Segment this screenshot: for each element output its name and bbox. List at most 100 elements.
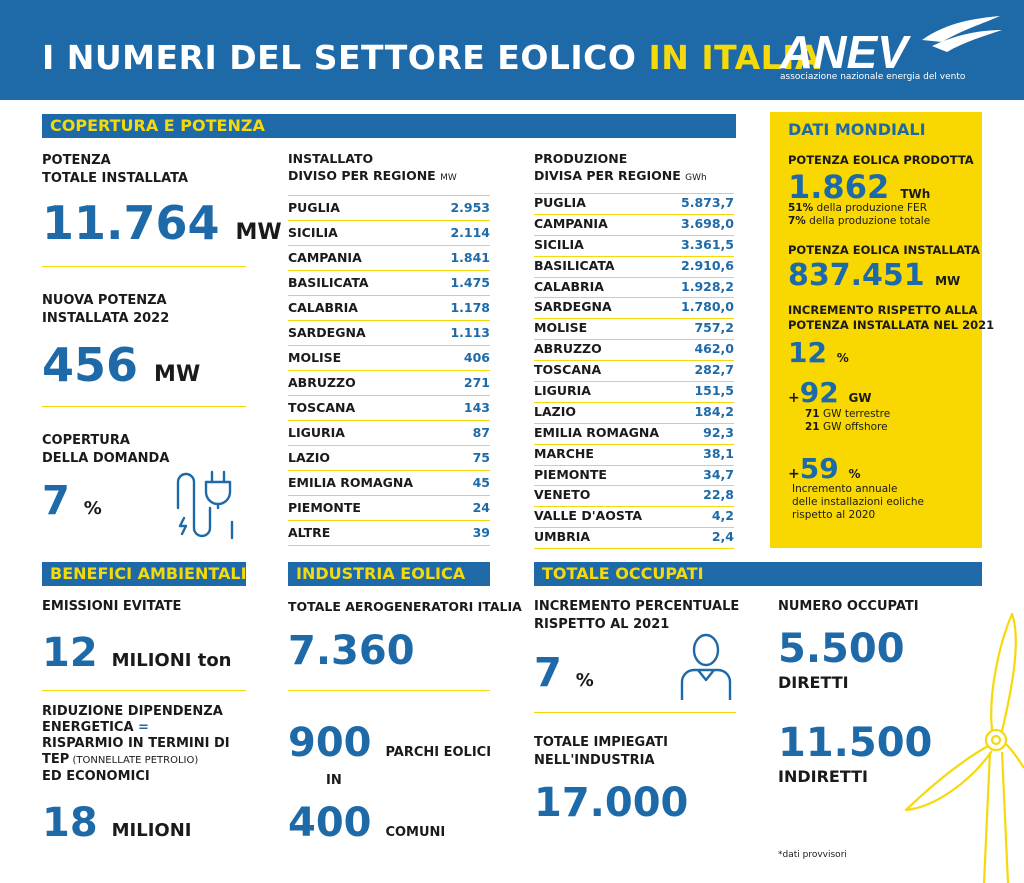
produzione-region: MARCHE [534,445,594,461]
produzione-value: 184,2 [694,403,734,419]
produzione-region: CALABRIA [534,278,604,294]
prodotta-label: POTENZA EOLICA PRODOTTA [788,153,974,167]
divider [534,712,736,713]
parchi-value: 900 PARCHI EOLICI [288,720,492,766]
produzione-region: PUGLIA [534,195,586,210]
indiretti-label: INDIRETTI [778,767,868,786]
gw-value: +92 GW [788,376,872,409]
installato-row: LAZIO 75 [288,446,490,471]
installato-region: MOLISE [288,350,342,365]
divider [42,690,246,691]
installato-value: 87 [472,425,490,440]
installato-region: LIGURIA [288,425,345,440]
aerogeneratori-label: TOTALE AEROGENERATORI ITALIA [288,599,522,614]
nuova-potenza-label: NUOVA POTENZA INSTALLATA 2022 [42,293,170,326]
produzione-value: 1.780,0 [681,299,734,315]
installato-region: LAZIO [288,450,330,465]
produzione-region: CAMPANIA [534,215,608,231]
wind-turbine-icon [904,612,1024,883]
installato-value: 39 [472,525,490,540]
installato-value: 143 [463,400,490,415]
diretti-label: DIRETTI [778,673,849,692]
produzione-region: VENETO [534,487,591,503]
produzione-row: MOLISE 757,2 [534,319,734,341]
produzione-value: 4,2 [711,508,734,524]
produzione-row: ABRUZZO 462,0 [534,340,734,362]
section-bar-industria: INDUSTRIA EOLICA [288,562,490,586]
installato-value: 1.475 [450,275,490,290]
installato-value: 1.841 [450,250,490,265]
produzione-header: PRODUZIONE DIVISA PER REGIONE GWh [534,151,707,183]
produzione-region: UMBRIA [534,529,591,545]
produzione-row: UMBRIA 2,4 [534,528,734,550]
potenza-value: 11.764 MW [42,196,282,250]
emissioni-label: EMISSIONI EVITATE [42,599,182,614]
installato-row: PIEMONTE 24 [288,496,490,521]
title-highlight: IN ITALIA [648,38,821,77]
produzione-region: LAZIO [534,403,576,419]
incremento-value: 12 % [788,336,849,369]
prodotta-value: 1.862 TWh [788,168,931,206]
incremento-label: INCREMENTO RISPETTO ALLA POTENZA INSTALL… [788,303,995,332]
produzione-region: LIGURIA [534,383,591,399]
installato-value: 24 [472,500,490,515]
installato-value: 45 [472,475,490,490]
logo-subtitle: associazione nazionale energia del vento [780,72,966,82]
comuni-value: 400 COMUNI [288,800,446,846]
riduzione-label: RIDUZIONE DIPENDENZA ENERGETICA = RISPAR… [42,704,230,784]
produzione-row: TOSCANA 282,7 [534,361,734,383]
divider [42,266,246,267]
installato-row: CAMPANIA 1.841 [288,246,490,271]
emissioni-value: 12 MILIONI ton [42,630,232,676]
installato-row: TOSCANA 143 [288,396,490,421]
diretti-value: 5.500 [778,626,905,672]
produzione-region: SICILIA [534,236,584,252]
installato-row: CALABRIA 1.178 [288,296,490,321]
produzione-value: 2,4 [711,529,734,545]
installato-row: SARDEGNA 1.113 [288,321,490,346]
prodotta-notes: 51% della produzione FER 7% della produz… [788,202,931,227]
installato-region: PIEMONTE [288,500,361,515]
installato-value: 75 [472,450,490,465]
installato-region: ABRUZZO [288,375,356,390]
anev-logo: ANEV [779,16,1002,78]
installato-region: CAMPANIA [288,250,362,265]
section-bar-copertura: COPERTURA E POTENZA [42,114,736,138]
produzione-region: EMILIA ROMAGNA [534,424,660,440]
produzione-region: ABRUZZO [534,341,602,357]
section-bar-benefici: BENEFICI AMBIENTALI [42,562,247,586]
produzione-value: 757,2 [694,320,734,336]
divider [288,690,490,691]
produzione-value: 92,3 [703,424,734,440]
installato-table: PUGLIA 2.953 SICILIA 2.114 CAMPANIA 1.841 BASI… [288,195,490,546]
produzione-value: 22,8 [703,487,734,503]
installato-region: BASILICATA [288,275,369,290]
produzione-region: TOSCANA [534,362,602,378]
numero-occupati-label: NUMERO OCCUPATI [778,599,919,614]
produzione-value: 1.928,2 [681,278,734,294]
produzione-row: BASILICATA 2.910,6 [534,257,734,278]
installato-row: EMILIA ROMAGNA 45 [288,471,490,496]
incremento-occupati-label: INCREMENTO PERCENTUALE RISPETTO AL 2021 [534,599,740,632]
copertura-domanda-label: COPERTURA DELLA DOMANDA [42,433,170,466]
produzione-row: SICILIA 3.361,5 [534,236,734,257]
title-main: I NUMERI DEL SETTORE EOLICO [42,38,637,77]
nuova-potenza-value: 456 MW [42,338,201,392]
produzione-row: LIGURIA 151,5 [534,382,734,403]
produzione-value: 34,7 [703,466,734,482]
installato-row: PUGLIA 2.953 [288,196,490,221]
produzione-value: 5.873,7 [681,195,734,210]
impiegati-label: TOTALE IMPIEGATI NELL'INDUSTRIA [534,735,668,768]
installato-region: TOSCANA [288,400,356,415]
logo-wordmark: ANEV [779,26,911,78]
incremento-occupati-value: 7 % [534,650,594,696]
installato-row: LIGURIA 87 [288,421,490,446]
divider [42,406,246,407]
installato-row: SICILIA 2.114 [288,221,490,246]
installato-region: SICILIA [288,225,338,240]
installato-value: 1.178 [450,300,490,315]
produzione-row: CAMPANIA 3.698,0 [534,215,734,236]
installato-row: ALTRE 39 [288,521,490,546]
impiegati-value: 17.000 [534,780,689,826]
produzione-value: 3.361,5 [681,236,734,252]
